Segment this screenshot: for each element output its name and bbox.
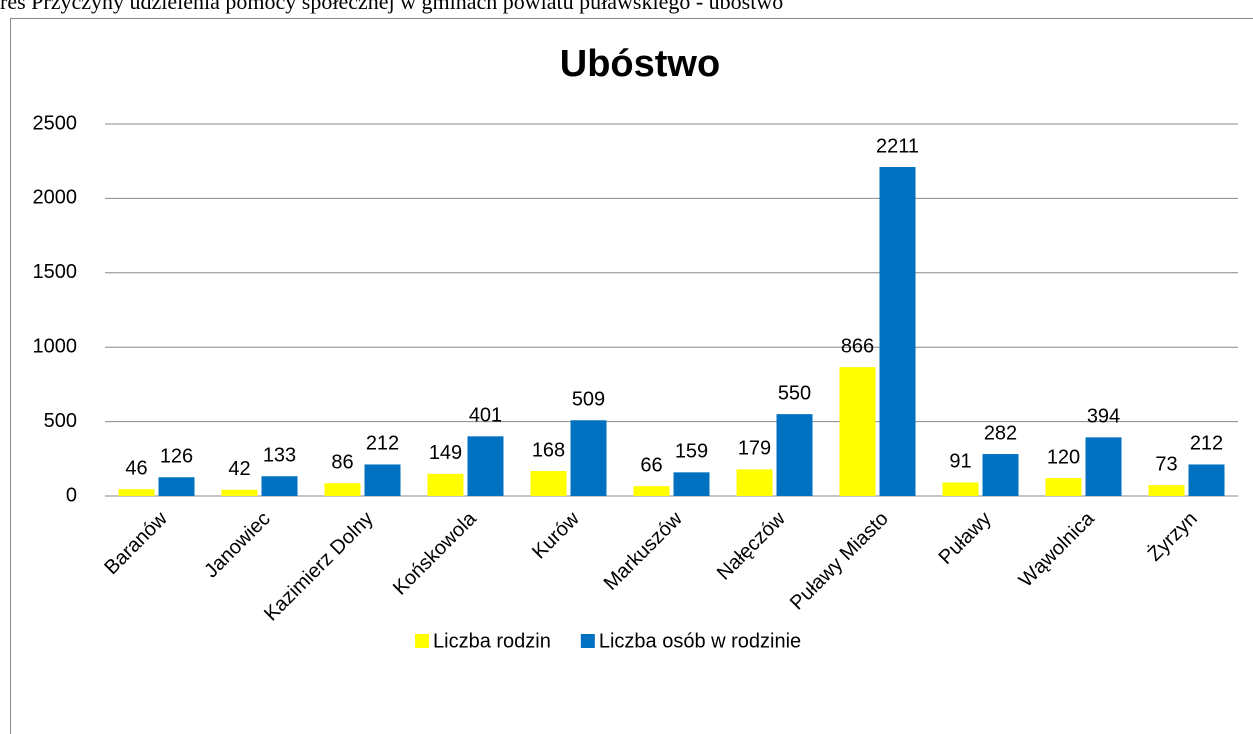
bar <box>633 486 670 496</box>
x-tick-label: Puławy Miasto <box>786 508 893 615</box>
data-label: 282 <box>984 422 1017 444</box>
data-label: 509 <box>572 389 605 411</box>
bar <box>427 473 464 496</box>
data-label: 86 <box>331 451 353 473</box>
data-label: 126 <box>160 446 193 468</box>
legend-swatch <box>580 634 595 648</box>
bar <box>942 482 979 496</box>
x-tick-label: Kurów <box>528 507 584 563</box>
y-tick-label: 500 <box>44 410 77 432</box>
bar <box>570 420 607 496</box>
data-label: 159 <box>675 441 708 463</box>
chart-frame <box>10 18 1253 734</box>
chart-title: Ubóstwo <box>560 43 720 85</box>
bar <box>839 367 876 496</box>
y-tick-label: 2500 <box>33 112 78 134</box>
x-tick-label: Żyrzyn <box>1143 507 1202 566</box>
x-tick-label: Puławy <box>935 508 996 569</box>
bar <box>673 472 710 496</box>
data-label: 212 <box>1190 433 1223 455</box>
data-label: 133 <box>263 444 296 466</box>
x-tick-label: Markuszów <box>600 507 687 594</box>
data-label: 120 <box>1047 446 1080 468</box>
bar <box>530 471 567 496</box>
y-tick-label: 1500 <box>33 261 78 283</box>
data-label: 73 <box>1155 453 1177 475</box>
bar <box>118 489 155 496</box>
x-tick-label: Janowiec <box>200 508 275 583</box>
data-label: 42 <box>228 458 250 480</box>
bar <box>467 436 504 496</box>
data-label: 394 <box>1087 406 1120 428</box>
data-label: 46 <box>125 457 147 479</box>
data-label: 149 <box>429 442 462 464</box>
x-tick-label: Nałęczów <box>713 507 790 584</box>
data-label: 401 <box>469 405 502 427</box>
y-tick-label: 1000 <box>33 335 78 357</box>
legend-swatch <box>415 634 429 648</box>
y-tick-label: 0 <box>66 484 77 506</box>
bar <box>879 167 916 496</box>
bar <box>1188 464 1225 496</box>
data-label: 866 <box>841 335 874 357</box>
bar <box>1085 437 1122 496</box>
data-label: 212 <box>366 433 399 455</box>
data-label: 550 <box>778 382 811 404</box>
bar <box>1045 478 1082 496</box>
x-tick-label: Baranów <box>100 507 172 579</box>
y-tick-label: 2000 <box>33 187 78 209</box>
x-tick-label: Kazimierz Dolny <box>260 508 378 626</box>
data-label: 91 <box>949 451 971 473</box>
caption: res Przyczyny udzielenia pomocy społeczn… <box>0 0 783 14</box>
bar <box>261 476 298 496</box>
bar <box>364 464 401 496</box>
bar <box>1148 485 1185 496</box>
bar <box>736 469 773 496</box>
legend-label: Liczba osób w rodzinie <box>599 630 801 652</box>
legend-label: Liczba rodzin <box>433 630 551 652</box>
data-label: 2211 <box>876 135 919 157</box>
bar <box>158 477 195 496</box>
bar <box>221 489 258 496</box>
data-label: 66 <box>640 454 662 476</box>
data-label: 168 <box>532 439 565 461</box>
x-tick-label: Końskowola <box>389 507 481 599</box>
bar <box>982 454 1019 496</box>
bar <box>776 414 813 496</box>
x-tick-label: Wąwolnica <box>1015 507 1100 592</box>
bar <box>324 483 361 496</box>
data-label: 179 <box>738 438 771 460</box>
